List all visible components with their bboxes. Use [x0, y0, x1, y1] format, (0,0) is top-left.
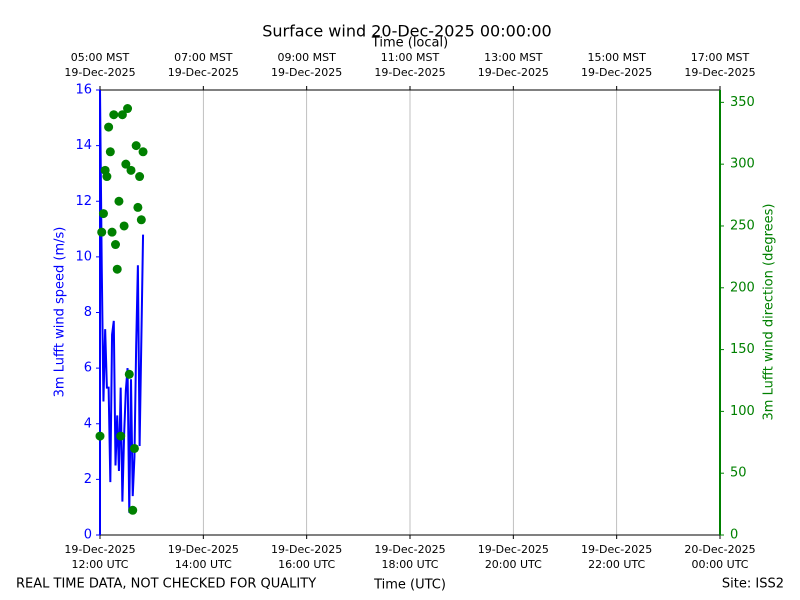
- y-tick-label: 16: [75, 83, 92, 98]
- y-tick-label: 0: [84, 528, 92, 543]
- y2-axis-label: 3m Lufft wind direction (degrees): [762, 204, 777, 421]
- y-tick-label: 6: [84, 361, 92, 376]
- y-axis-label: 3m Lufft wind speed (m/s): [53, 227, 68, 398]
- direction-point: [97, 227, 107, 237]
- direction-point: [135, 172, 145, 182]
- direction-point: [98, 209, 108, 219]
- x2-axis-label: Time (local): [371, 36, 448, 51]
- y2-tick-label: 250: [730, 218, 755, 233]
- direction-point: [131, 141, 141, 151]
- y-tick-label: 12: [75, 194, 92, 209]
- x-tick-label: 19-Dec-2025 18:00 UTC: [374, 543, 446, 571]
- y2-tick-label: 50: [730, 466, 747, 481]
- y-tick-label: 14: [75, 138, 92, 153]
- x2-tick-label: 13:00 MST 19-Dec-2025: [477, 51, 549, 79]
- x2-tick-label: 07:00 MST 19-Dec-2025: [167, 51, 239, 79]
- y2-tick-label: 300: [730, 157, 755, 172]
- direction-point: [114, 196, 124, 206]
- x-tick-label: 19-Dec-2025 16:00 UTC: [271, 543, 343, 571]
- direction-point: [95, 431, 105, 441]
- direction-point: [104, 122, 114, 132]
- y-tick-label: 10: [75, 249, 92, 264]
- direction-point: [128, 505, 138, 515]
- y2-tick-label: 200: [730, 280, 755, 295]
- direction-point: [117, 110, 127, 120]
- x2-tick-label: 05:00 MST 19-Dec-2025: [64, 51, 136, 79]
- x-tick-label: 20-Dec-2025 00:00 UTC: [684, 543, 756, 571]
- y-tick-label: 2: [84, 472, 92, 487]
- direction-point: [138, 147, 148, 157]
- x-tick-label: 19-Dec-2025 22:00 UTC: [581, 543, 653, 571]
- x2-tick-label: 09:00 MST 19-Dec-2025: [271, 51, 343, 79]
- direction-point: [121, 159, 131, 169]
- x-tick-label: 19-Dec-2025 20:00 UTC: [477, 543, 549, 571]
- direction-point: [107, 227, 117, 237]
- direction-point: [111, 240, 120, 250]
- direction-point: [123, 104, 133, 114]
- y-tick-label: 4: [84, 416, 92, 431]
- direction-point: [126, 165, 136, 175]
- direction-point: [119, 221, 129, 231]
- direction-point: [109, 110, 119, 120]
- direction-point: [102, 172, 112, 182]
- speed-line: [99, 89, 145, 513]
- direction-point: [129, 443, 139, 453]
- direction-point: [133, 202, 143, 212]
- direction-point: [112, 264, 122, 274]
- x-tick-label: 19-Dec-2025 12:00 UTC: [64, 543, 136, 571]
- footer-right: Site: ISS2: [722, 577, 784, 592]
- x2-tick-label: 17:00 MST 19-Dec-2025: [684, 51, 756, 79]
- x-axis-label: Time (UTC): [373, 578, 446, 593]
- x2-tick-label: 11:00 MST 19-Dec-2025: [374, 51, 446, 79]
- direction-point: [105, 147, 115, 157]
- x2-tick-label: 15:00 MST 19-Dec-2025: [581, 51, 653, 79]
- y-tick-label: 8: [84, 305, 92, 320]
- direction-point: [124, 369, 134, 379]
- x-tick-label: 19-Dec-2025 14:00 UTC: [167, 543, 239, 571]
- chart-title: Surface wind 20-Dec-2025 00:00:00: [262, 22, 551, 41]
- y2-tick-label: 0: [730, 528, 738, 543]
- y2-tick-label: 150: [730, 342, 755, 357]
- direction-point: [136, 215, 146, 225]
- footer-left: REAL TIME DATA, NOT CHECKED FOR QUALITY: [16, 577, 316, 592]
- y2-tick-label: 100: [730, 404, 755, 419]
- direction-point: [116, 431, 126, 441]
- y2-tick-label: 350: [730, 95, 755, 110]
